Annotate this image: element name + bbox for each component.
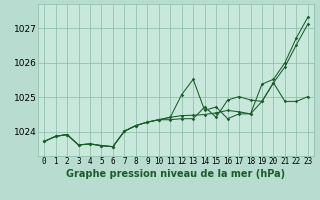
X-axis label: Graphe pression niveau de la mer (hPa): Graphe pression niveau de la mer (hPa) <box>67 169 285 179</box>
